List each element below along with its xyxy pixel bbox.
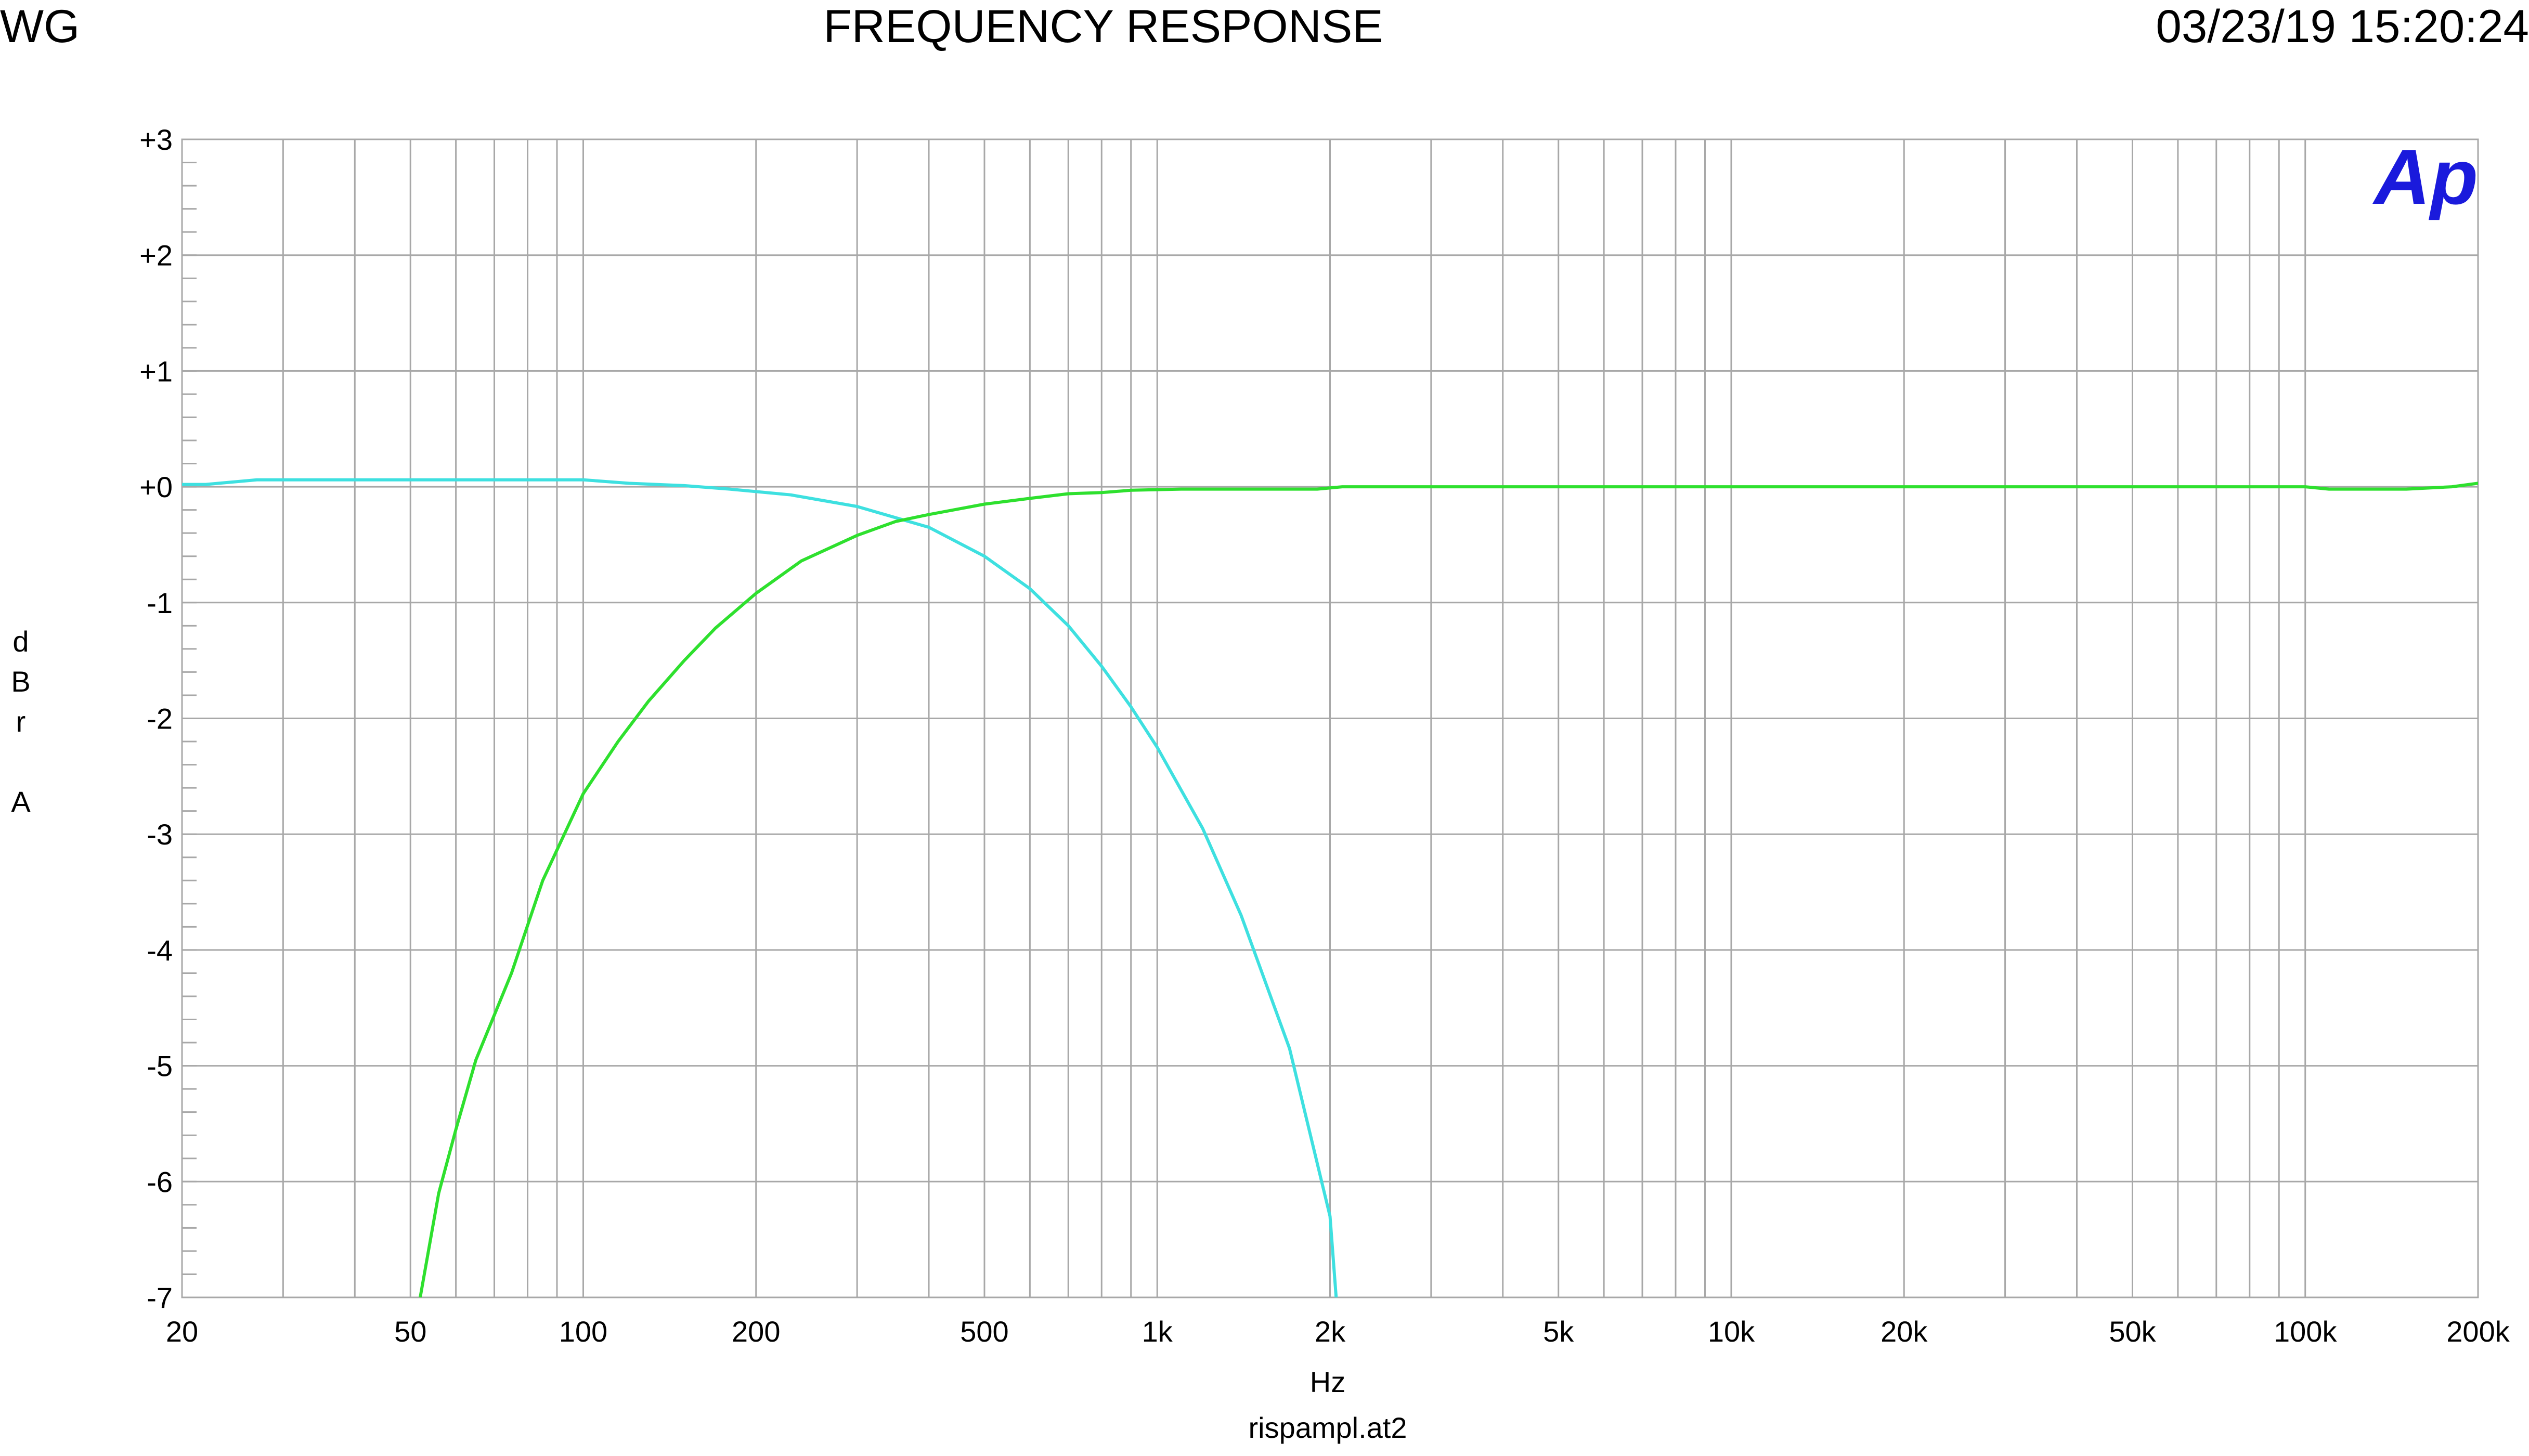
x-tick-labels: 20 50 100 200 500 1k 2k 5k 10k 20k 50k 100k 200k xyxy=(166,1315,2510,1348)
x-tick-label: 50k xyxy=(2109,1315,2156,1348)
x-tick-label: 10k xyxy=(1708,1315,1755,1348)
y-tick-label: +0 xyxy=(139,471,173,503)
series-line-1 xyxy=(182,478,1338,1297)
x-tick-label: 200 xyxy=(732,1315,780,1348)
y-tick-label: +3 xyxy=(139,123,173,156)
x-tick-label: 200k xyxy=(2446,1315,2510,1348)
y-axis-label-char: d xyxy=(12,625,29,658)
x-tick-label: 500 xyxy=(960,1315,1008,1348)
y-tick-label: -3 xyxy=(147,818,173,851)
y-tick-label: -4 xyxy=(147,934,173,967)
header-left-label: WG xyxy=(0,0,80,52)
x-tick-label: 2k xyxy=(1315,1315,1346,1348)
y-minor-ticks xyxy=(182,138,197,1298)
y-tick-labels: +3 +2 +1 +0 -1 -2 -3 -4 -5 -6 -7 xyxy=(139,123,173,1314)
y-tick-label: +1 xyxy=(139,355,173,387)
grid xyxy=(182,138,2478,1298)
x-tick-label: 50 xyxy=(394,1315,426,1348)
x-axis-label: Hz xyxy=(1310,1366,1345,1398)
y-tick-label: -6 xyxy=(147,1165,173,1198)
ap-logo: Ap xyxy=(2372,133,2478,220)
x-tick-label: 5k xyxy=(1543,1315,1574,1348)
x-tick-label: 100k xyxy=(2274,1315,2337,1348)
x-tick-label: 20 xyxy=(166,1315,198,1348)
y-tick-label: -5 xyxy=(147,1050,173,1083)
y-axis-label-char: r xyxy=(16,705,26,738)
x-tick-label: 1k xyxy=(1142,1315,1173,1348)
plot-frame xyxy=(181,138,2479,1298)
series-line-2 xyxy=(419,482,2478,1297)
y-tick-label: -1 xyxy=(147,587,173,619)
x-tick-label: 20k xyxy=(1880,1315,1928,1348)
y-axis-label-char: A xyxy=(11,785,31,818)
y-tick-label: -2 xyxy=(147,703,173,735)
header-datetime: 03/23/19 15:20:24 xyxy=(2156,0,2529,52)
series-layer xyxy=(182,478,2478,1297)
y-tick-label: +2 xyxy=(139,239,173,272)
y-axis-label-char: B xyxy=(11,665,31,698)
x-tick-label: 100 xyxy=(559,1315,607,1348)
y-tick-label: -7 xyxy=(147,1281,173,1314)
chart-title: FREQUENCY RESPONSE xyxy=(823,0,1383,52)
file-caption: rispampl.at2 xyxy=(1248,1411,1407,1444)
